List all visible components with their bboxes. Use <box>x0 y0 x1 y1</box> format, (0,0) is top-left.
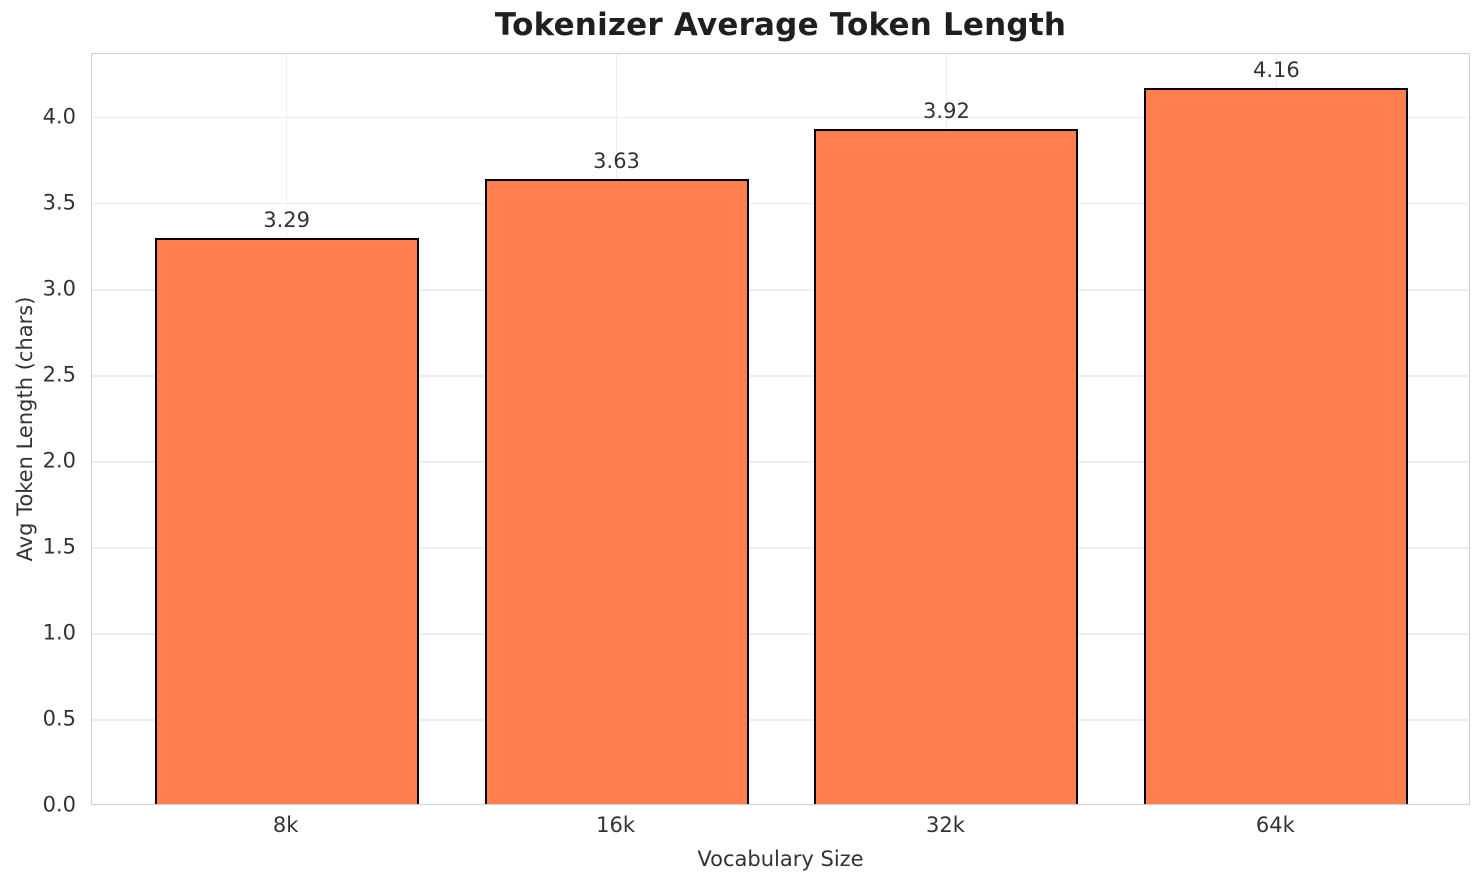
bar-value-label: 4.16 <box>1252 58 1300 83</box>
bar <box>1144 88 1409 804</box>
gridline-horizontal <box>92 375 1469 377</box>
y-tick-label: 2.5 <box>42 362 76 387</box>
chart-title: Tokenizer Average Token Length <box>494 7 1067 43</box>
gridline-horizontal <box>92 289 1469 291</box>
x-tick-label: 8k <box>272 813 299 837</box>
bar <box>154 237 419 804</box>
y-tick-label: 0.0 <box>42 792 76 817</box>
gridline-horizontal <box>92 461 1469 463</box>
x-tick-label: 32k <box>925 813 965 837</box>
x-tick-label: 16k <box>596 813 635 837</box>
bar-value-label: 3.63 <box>593 149 640 174</box>
bar-value-label: 3.29 <box>263 207 311 232</box>
gridline-horizontal <box>92 719 1469 721</box>
x-tick-label: 64k <box>1255 813 1295 837</box>
gridline-horizontal <box>92 633 1469 635</box>
y-tick-label: 3.5 <box>42 190 76 215</box>
gridline-horizontal <box>92 202 1469 205</box>
gridline-horizontal <box>92 116 1469 119</box>
plot-area: 3.29 3.63 3.92 4.16 <box>91 53 1470 805</box>
bar <box>484 179 749 804</box>
y-tick-label: 4.0 <box>42 104 76 129</box>
y-tick-label: 0.5 <box>42 706 76 731</box>
bar <box>814 129 1079 804</box>
x-axis-label: Vocabulary Size <box>697 847 864 871</box>
gridline-horizontal <box>92 547 1469 549</box>
y-tick-label: 1.5 <box>42 534 76 559</box>
y-tick-label: 1.0 <box>42 620 76 645</box>
y-tick-label: 2.0 <box>42 448 76 473</box>
y-tick-label: 3.0 <box>42 276 76 301</box>
bar-value-label: 3.92 <box>923 99 970 124</box>
y-axis-label: Avg Token Length (chars) <box>13 296 37 562</box>
